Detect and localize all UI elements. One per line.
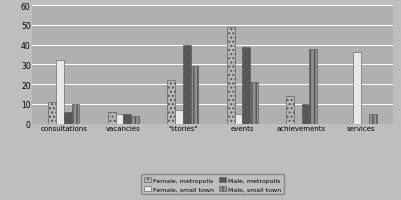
Bar [242,47,250,124]
Bar [310,49,317,124]
Bar [108,112,115,124]
Bar [235,114,242,124]
Legend: Female, metropolis, Female, small town, Male, metropolis, Male, small town: Female, metropolis, Female, small town, … [141,175,284,194]
Bar [131,116,139,124]
Bar [353,53,361,124]
Bar [190,67,198,124]
Bar [56,61,64,124]
Bar [124,114,131,124]
Bar [227,28,235,124]
Bar [369,114,377,124]
Bar [175,110,183,124]
Bar [183,45,190,124]
Bar [167,81,175,124]
Bar [64,112,72,124]
Bar [49,102,56,124]
Bar [302,104,310,124]
Bar [115,114,124,124]
Bar [250,83,258,124]
Bar [72,104,79,124]
Bar [286,96,294,124]
